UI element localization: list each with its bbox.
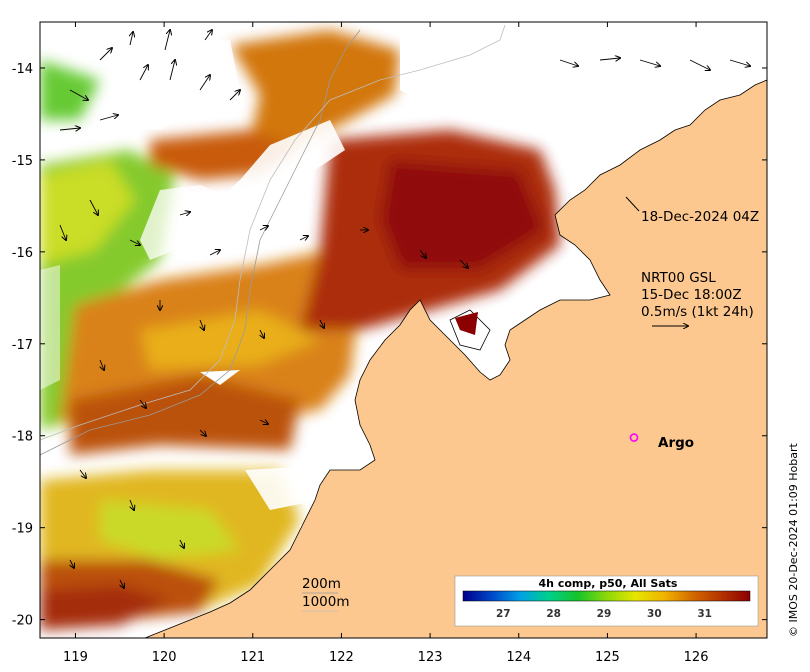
current-vectors	[59, 30, 750, 588]
colorbar-gradient	[462, 590, 751, 602]
current-scale-label: 0.5m/s (1kt 24h)	[641, 304, 754, 320]
lat-tick-label: -18	[12, 430, 33, 445]
isobath-1000m-label: 1000m	[302, 594, 350, 610]
isobath-1000m-line	[40, 24, 506, 441]
lon-tick-label: 126	[684, 650, 709, 665]
land-mass	[143, 79, 767, 638]
colorbar-tick-label: 27	[496, 608, 511, 620]
colorbar-tick-label: 28	[546, 608, 561, 620]
lat-tick-label: -20	[12, 614, 33, 629]
axis-labels: 119 120 121 122 123 124 125 126 -14 -15 -16 -17 -18 -…	[12, 62, 709, 665]
credit-label: © IMOS 20-Dec-2024 01:09 Hobart	[787, 442, 800, 637]
colorbar-tick-label: 29	[597, 608, 612, 620]
lon-tick-label: 120	[152, 650, 177, 665]
map-frame	[39, 21, 768, 639]
current-time-label: 15-Dec 18:00Z	[641, 287, 742, 303]
isobath-200m-line	[40, 29, 361, 456]
lon-tick-label: 119	[63, 650, 88, 665]
lat-tick-label: -19	[12, 522, 33, 537]
lat-tick-label: -14	[12, 62, 33, 77]
colorbar-tick-label: 30	[647, 608, 662, 620]
sst-field	[40, 30, 767, 630]
axis-ticks	[40, 22, 767, 638]
image-time-pointer	[625, 196, 640, 212]
argo-float-marker[interactable]	[629, 433, 639, 442]
image-time-label: 18-Dec-2024 04Z	[641, 209, 759, 225]
colorbar-tick-label: 31	[697, 608, 712, 620]
lon-tick-label: 125	[595, 650, 620, 665]
lon-tick-label: 122	[329, 650, 354, 665]
colorbar-title: 4h comp, p50, All Sats	[539, 577, 678, 590]
isobath-200m-label: 200m	[302, 576, 341, 592]
current-source-label: NRT00 GSL	[641, 270, 716, 286]
lon-tick-label: 123	[418, 650, 443, 665]
lon-tick-label: 124	[506, 650, 531, 665]
lat-tick-label: -15	[12, 154, 33, 169]
colorbar: 4h comp, p50, All Sats 27 28 29 30 31	[454, 575, 759, 627]
lat-tick-label: -17	[12, 338, 33, 353]
argo-label: Argo	[658, 435, 694, 451]
lat-tick-label: -16	[12, 246, 33, 261]
lon-tick-label: 121	[240, 650, 265, 665]
